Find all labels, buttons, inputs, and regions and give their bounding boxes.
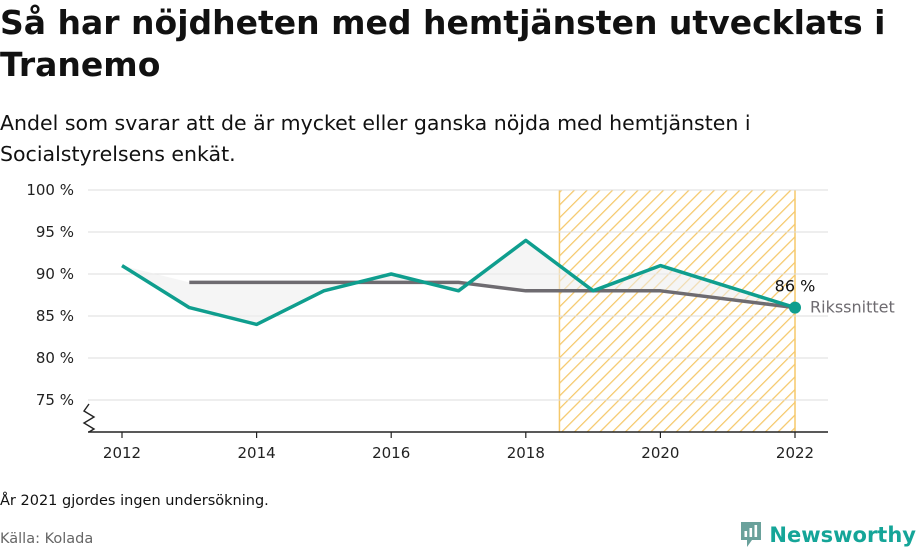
y-tick-label: 80 % — [36, 349, 74, 367]
x-tick-label: 2022 — [776, 444, 814, 462]
gridlines — [88, 189, 828, 401]
y-tick-label: 90 % — [36, 265, 74, 283]
y-tick-label: 75 % — [36, 391, 74, 409]
series-line-rikssnittet — [189, 280, 796, 310]
axis-break-marker — [82, 403, 96, 433]
y-axis-ticks: 75 % 80 % 85 % 90 % 95 % 100 % — [26, 181, 74, 409]
chart-subtitle: Andel som svarar att de är mycket eller … — [0, 111, 751, 166]
chat-chart-icon — [741, 522, 762, 547]
y-tick-label: 85 % — [36, 307, 74, 325]
x-tick-label: 2012 — [103, 444, 141, 462]
source-note: Källa: Kolada — [0, 531, 94, 547]
series-line-tranemo — [121, 238, 796, 327]
x-tick-label: 2020 — [641, 444, 679, 462]
end-point-marker — [789, 301, 801, 314]
x-tick-label: 2014 — [238, 444, 276, 462]
newsworthy-logo: Newsworthy — [739, 518, 916, 552]
end-value-label: 86 % — [775, 277, 816, 296]
x-axis: 2012 2014 2016 2018 2020 2022 — [82, 403, 828, 462]
brand-name: Newsworthy — [769, 523, 916, 547]
x-tick-label: 2018 — [507, 444, 545, 462]
y-tick-label: 100 % — [26, 181, 74, 199]
highlight-area — [558, 190, 796, 432]
series-labels: 86 % Rikssnittet — [775, 277, 895, 317]
x-tick-label: 2016 — [372, 444, 410, 462]
line-chart: 75 %80 %85 %90 %95 %100 % 2012 2014 2016 20… — [26, 181, 895, 462]
chart-title: Så har nöjdheten med hemtjänsten utveckl… — [0, 3, 886, 84]
footnote: År 2021 gjordes ingen undersökning. — [0, 493, 269, 509]
series-label-rikssnittet: Rikssnittet — [810, 298, 895, 317]
series-lines — [121, 238, 801, 327]
highlight-hatch — [559, 190, 795, 432]
y-tick-label: 95 % — [36, 223, 74, 241]
